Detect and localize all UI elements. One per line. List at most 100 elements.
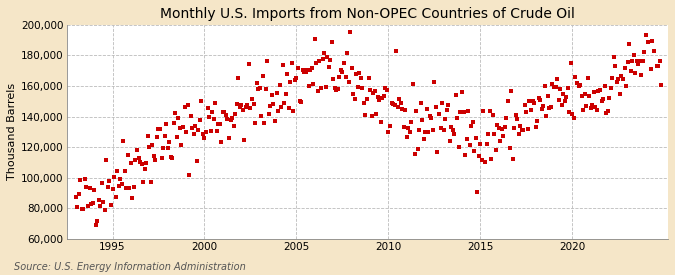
Point [126, 161, 136, 165]
Point [219, 109, 230, 114]
Point [521, 110, 532, 115]
Point [510, 113, 521, 117]
Point [541, 114, 551, 118]
Point [322, 55, 333, 59]
Point [583, 76, 593, 80]
Point [225, 118, 236, 123]
Point [262, 59, 273, 64]
Point [252, 87, 263, 92]
Point [568, 115, 579, 120]
Point [286, 61, 297, 65]
Point [431, 105, 441, 110]
Point [284, 105, 294, 110]
Point [233, 76, 244, 81]
Point [593, 89, 604, 93]
Point [637, 59, 648, 63]
Point [377, 96, 387, 100]
Point [584, 94, 595, 99]
Point [522, 127, 533, 131]
Point [309, 37, 320, 42]
Point [648, 49, 659, 54]
Point [368, 91, 379, 95]
Point [274, 82, 285, 87]
Point [556, 103, 567, 107]
Point [472, 190, 483, 194]
Point [313, 89, 323, 94]
Point [222, 116, 233, 121]
Point [234, 104, 245, 109]
Point [555, 86, 566, 91]
Point [135, 160, 146, 164]
Point [128, 185, 139, 189]
Point [532, 119, 543, 123]
Point [645, 67, 656, 72]
Point [210, 101, 221, 106]
Point [512, 117, 522, 122]
Point [150, 158, 161, 162]
Point [545, 105, 556, 109]
Point [578, 108, 589, 112]
Point [379, 94, 389, 98]
Point [144, 145, 155, 150]
Point [433, 112, 444, 117]
Point [380, 86, 391, 90]
Point [244, 62, 254, 67]
Point [275, 105, 286, 109]
Point [303, 84, 314, 88]
Point [636, 73, 647, 77]
Point [248, 102, 259, 107]
Point [346, 66, 357, 70]
Point [464, 142, 475, 147]
Point [170, 111, 181, 116]
Point [628, 53, 639, 57]
Point [268, 102, 279, 106]
Point [423, 130, 434, 134]
Point [334, 75, 345, 79]
Point [273, 109, 284, 114]
Point [360, 113, 371, 117]
Point [576, 94, 587, 98]
Point [314, 59, 325, 63]
Point [507, 157, 518, 161]
Point [165, 155, 176, 159]
Point [211, 129, 222, 133]
Point [285, 80, 296, 84]
Point [323, 64, 334, 69]
Point [75, 177, 86, 182]
Point [238, 107, 248, 112]
Point [466, 124, 477, 128]
Point [443, 103, 454, 107]
Point [362, 97, 373, 101]
Point [420, 130, 431, 134]
Point [246, 97, 257, 101]
Point [300, 70, 311, 75]
Point [404, 130, 415, 134]
Point [305, 67, 316, 72]
Point [410, 109, 421, 113]
Point [124, 186, 135, 191]
Point [509, 126, 520, 130]
Point [159, 134, 170, 138]
Point [152, 135, 163, 139]
Point [602, 109, 613, 113]
Point [625, 68, 636, 73]
Point [319, 51, 329, 55]
Point [350, 97, 360, 101]
Point [184, 172, 194, 177]
Point [259, 121, 270, 125]
Point [608, 55, 619, 60]
Point [316, 86, 327, 90]
Point [564, 110, 574, 114]
Point [245, 106, 256, 111]
Point [142, 134, 153, 139]
Point [179, 104, 190, 109]
Point [161, 122, 171, 127]
Point [535, 97, 545, 102]
Point [250, 121, 261, 125]
Point [616, 74, 627, 78]
Point [481, 142, 492, 147]
Point [614, 92, 625, 96]
Point [487, 113, 498, 117]
Point [194, 118, 205, 122]
Point [538, 104, 549, 108]
